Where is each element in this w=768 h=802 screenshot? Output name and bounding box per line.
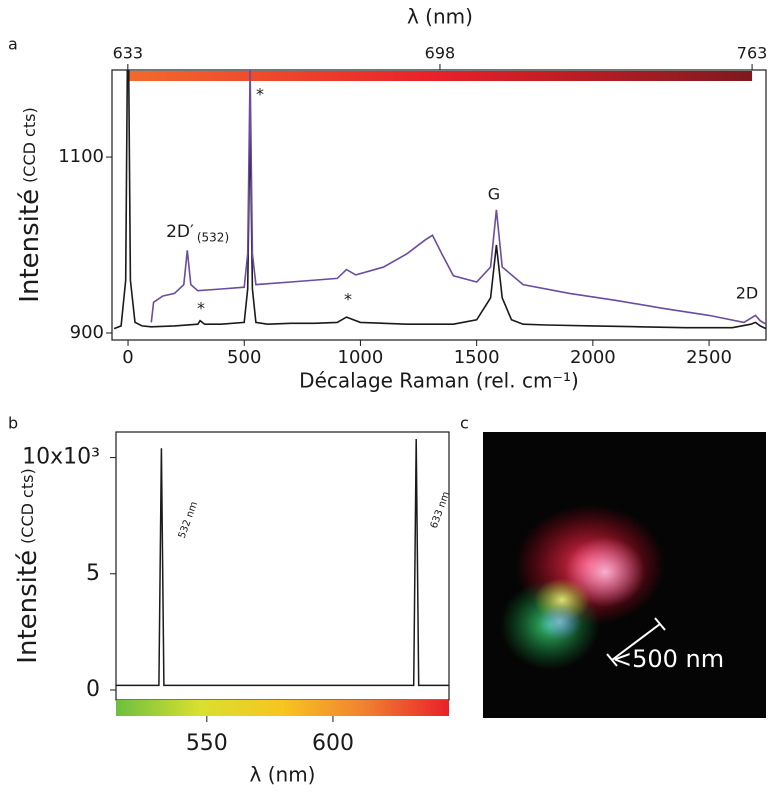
annotation: 532 nm [177,500,200,540]
annotation: G [488,185,500,204]
x-tick-label: 1500 [454,347,500,368]
plot-frame [111,69,767,341]
x-tick-label: 2500 [686,347,732,368]
annotation: (532) [197,231,229,245]
y-axis-unit: (CCD cts) [18,468,37,544]
x-tick-label: 600 [312,731,354,756]
x-tick-label: 0 [122,347,133,368]
panel-label: c [460,414,469,433]
y-tick-label: 1100 [58,146,104,167]
y-axis-title: Intensité [15,189,45,303]
x-tick-label: 2000 [570,347,616,368]
scale-label: <500 nm [612,645,724,673]
y-tick-label: 10x10³ [22,445,100,470]
y-tick-label: 5 [86,561,100,586]
x-tick-label: 550 [186,731,228,756]
x-axis-label: λ (nm) [250,763,316,787]
panel-label: a [8,35,18,54]
scale-bar [606,617,666,667]
series-line [113,70,766,330]
annotation: 2D [736,284,759,303]
series-line [116,438,449,687]
y-axis-title: Intensité [13,550,43,664]
annotation: * [197,299,205,318]
y-axis-label: Intensité (CCD cts) [15,107,45,302]
y-axis-unit: (CCD cts) [20,107,39,183]
y-tick-label: 0 [86,677,100,702]
annotation: * [256,85,264,104]
x2-tick-label: 698 [425,44,456,63]
image-panel: <500 nm [483,432,766,718]
x-tick-label: 500 [227,347,261,368]
x2-axis-label: λ (nm) [407,5,473,29]
plot-frame [115,431,450,701]
colorbar [127,71,753,81]
colorbar [116,700,449,716]
panel-label: b [8,414,18,433]
annotation: 2D′ [166,222,194,242]
x-tick-label: 1000 [338,347,384,368]
series-line [150,70,766,325]
x2-tick-label: 633 [113,44,144,63]
blue-spot [538,604,582,640]
y-tick-label: 900 [70,322,104,343]
annotation: * [344,290,352,309]
x-axis-label: Décalage Raman (rel. cm⁻¹) [299,369,579,393]
y-axis-label: Intensité (CCD cts) [13,468,43,663]
x2-tick-label: 763 [737,44,768,63]
